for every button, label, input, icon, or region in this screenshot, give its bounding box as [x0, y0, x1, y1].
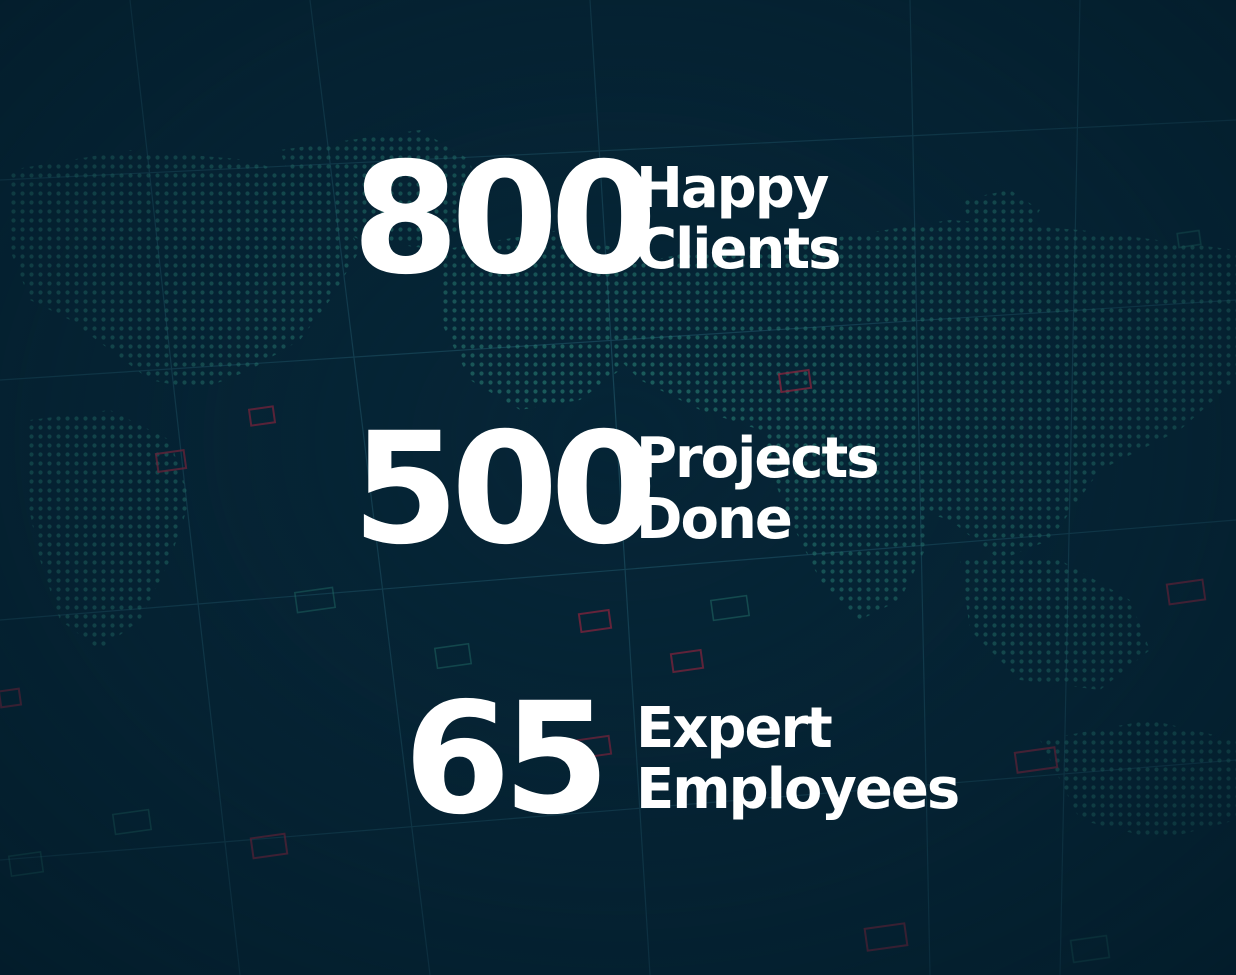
- stat-expert-employees: 65 Expert Employees: [0, 670, 1236, 849]
- stat-label-line2: Employees: [636, 757, 960, 822]
- stat-projects-done: 500 Projects Done: [0, 400, 1236, 579]
- stat-label: Expert Employees: [636, 696, 960, 822]
- stat-label-line1: Expert: [636, 696, 833, 761]
- stat-label-line1: Happy: [636, 156, 829, 221]
- stat-label: Happy Clients: [636, 156, 841, 282]
- stat-value: 500: [352, 400, 657, 579]
- stat-value: 65: [403, 670, 610, 849]
- stat-value: 800: [352, 130, 657, 309]
- stat-label-line1: Projects: [636, 426, 880, 491]
- stat-label-line2: Done: [636, 487, 793, 552]
- stat-label-line2: Clients: [636, 217, 841, 282]
- stat-happy-clients: 800 Happy Clients: [0, 130, 1236, 309]
- stat-label: Projects Done: [636, 426, 880, 552]
